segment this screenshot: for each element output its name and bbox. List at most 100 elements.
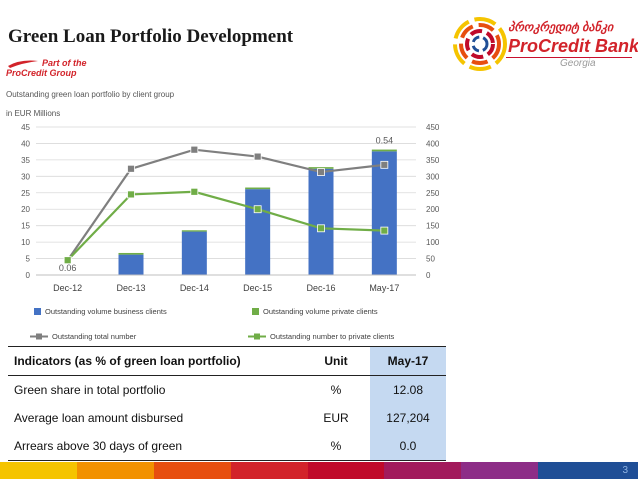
unit-cell: EUR: [323, 411, 349, 425]
indicators-table: Indicators (as % of green loan portfolio…: [8, 346, 446, 461]
data-labels: 0.06 0.54: [59, 136, 393, 273]
y-tick-left: 0: [26, 271, 31, 280]
bar-business: [181, 231, 207, 275]
data-label: 0.54: [376, 136, 394, 146]
y-tick-right: 100: [426, 238, 440, 247]
unit-cell: %: [302, 432, 370, 461]
bar-private: [308, 167, 334, 169]
x-tick-label: Dec-15: [243, 283, 272, 293]
y-tick-left: 5: [26, 255, 31, 264]
unit-cell: %: [330, 383, 342, 397]
slide-title: Green Loan Portfolio Development: [8, 26, 294, 47]
legend-swatch: [252, 308, 259, 315]
y-axis-right: 0 50 100 150 200 250 300 350 400 450: [426, 123, 440, 280]
legend-swatch: [34, 308, 41, 315]
y-tick-right: 250: [426, 189, 440, 198]
line-point: [63, 256, 72, 265]
line-point: [253, 205, 262, 214]
y-tick-right: 300: [426, 172, 440, 181]
lines-layer: [63, 145, 389, 265]
x-tick-label: Dec-14: [180, 283, 209, 293]
line-point: [127, 190, 135, 199]
bars-layer: [55, 149, 397, 276]
legend-label: Outstanding volume business clients: [45, 307, 167, 316]
stripe-segment: [307, 462, 385, 479]
logo-country-text: Georgia: [560, 58, 596, 69]
y-tick-right: 150: [426, 222, 440, 231]
indicator-cell: Average loan amount disbursed: [14, 411, 184, 425]
y-tick-left: 20: [21, 205, 30, 214]
header-may-17: May-17: [370, 346, 446, 376]
line-point: [190, 145, 199, 154]
data-label: 0.06: [59, 263, 77, 273]
line-private-number: [66, 190, 385, 261]
y-tick-left: 35: [21, 156, 30, 165]
stripe-segment: [384, 462, 462, 479]
bar-private: [371, 149, 397, 152]
line-point: [253, 152, 262, 161]
y-tick-left: 15: [21, 222, 30, 231]
logo-brand-text: ProCredit Bank: [508, 36, 638, 56]
line-total-number: [66, 148, 385, 261]
legend-label: Outstanding total number: [52, 332, 137, 341]
footer-color-stripe: [0, 462, 638, 479]
stripe-segment: [153, 462, 231, 479]
line-point: [317, 224, 325, 233]
value-cell: 127,204: [370, 404, 446, 432]
procredit-bank-logo: პროკრედიტ ბანკი ProCredit Bank Georgia: [452, 14, 638, 80]
header-unit: Unit: [302, 346, 370, 376]
value-cell: 0.0: [370, 432, 446, 461]
x-tick-label: May-17: [369, 283, 399, 293]
page-number: 3: [622, 465, 628, 476]
chart-legend: Outstanding volume business clients Outst…: [30, 307, 394, 341]
procredit-group-text: ProCredit Group: [6, 68, 77, 78]
swoosh-icon: [8, 60, 38, 68]
line-point: [127, 164, 135, 173]
bank-emblem-icon: [453, 17, 507, 71]
bar-business: [118, 254, 144, 275]
stripe-segment: [461, 462, 539, 479]
table-header-row: Indicators (as % of green loan portfolio…: [8, 346, 446, 376]
x-tick-label: Dec-12: [53, 283, 82, 293]
legend-marker: [254, 333, 260, 340]
x-tick-label: Dec-13: [116, 283, 145, 293]
line-point: [380, 226, 389, 235]
procredit-group-badge: Part of the ProCredit Group: [6, 57, 106, 79]
header-indicator: Indicators (as % of green loan portfolio…: [8, 346, 302, 376]
line-point: [190, 187, 199, 196]
stripe-segment: [76, 462, 154, 479]
chart-subtitle: Outstanding green loan portfolio by clie…: [6, 90, 175, 99]
line-point: [380, 160, 389, 169]
logo-georgian-text: პროკრედიტ ბანკი: [508, 20, 613, 34]
line-point: [317, 168, 325, 176]
stripe-segment: [0, 462, 77, 479]
y-tick-left: 45: [21, 123, 30, 132]
bar-business: [308, 168, 334, 275]
y-tick-right: 0: [426, 271, 431, 280]
table-row: Green share in total portfolio % 12.08: [8, 375, 446, 404]
logo-rule: [506, 57, 632, 58]
y-tick-right: 50: [426, 255, 435, 264]
bar-business: [371, 151, 397, 275]
bar-private: [181, 230, 207, 232]
stripe-segment: [538, 462, 638, 479]
bar-private: [118, 252, 144, 255]
bar-private: [245, 187, 271, 190]
indicator-cell: Arrears above 30 days of green: [8, 432, 302, 461]
legend-marker: [36, 333, 42, 340]
portfolio-chart: in EUR Millions 0 5 10 15 20 25 30 35 40 45 0 50 10…: [6, 109, 440, 341]
y-tick-left: 30: [21, 172, 30, 181]
y-tick-right: 400: [426, 139, 440, 148]
legend-label: Outstanding number to private clients: [270, 332, 394, 341]
table-row: Arrears above 30 days of green % 0.0: [8, 432, 446, 461]
x-tick-label: Dec-16: [306, 283, 335, 293]
y-axis-left: 0 5 10 15 20 25 30 35 40 45: [21, 123, 30, 280]
part-of-text: Part of the: [42, 58, 87, 68]
value-cell: 12.08: [370, 375, 446, 404]
legend-label: Outstanding volume private clients: [263, 307, 378, 316]
indicator-cell: Green share in total portfolio: [14, 383, 166, 397]
bar-business: [245, 189, 271, 275]
y-tick-left: 40: [21, 139, 30, 148]
y-tick-left: 10: [21, 238, 30, 247]
x-axis: Dec-12 Dec-13 Dec-14 Dec-15 Dec-16 May-17: [36, 274, 416, 293]
